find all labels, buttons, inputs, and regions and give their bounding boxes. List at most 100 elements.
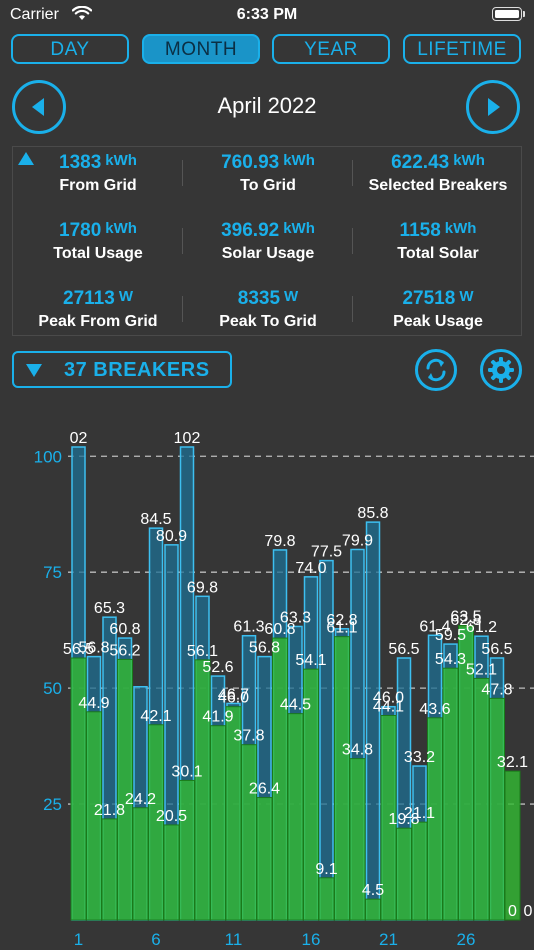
data-label-blue: 65.3 (94, 600, 125, 617)
data-label-blue: 77.5 (311, 544, 342, 561)
data-label-blue: 52.6 (202, 659, 233, 676)
status-bar: Carrier 6:33 PM (0, 0, 534, 30)
stat-label: Selected Breakers (368, 177, 508, 194)
tab-lifetime[interactable]: LIFETIME (403, 34, 521, 64)
data-label-green: 44.5 (280, 697, 311, 714)
stat-value: 27518 (402, 288, 456, 309)
x-tick-label: 26 (457, 930, 476, 949)
data-label-green: 60.8 (264, 621, 295, 638)
stat-unit: W (118, 288, 133, 305)
y-tick-label: 25 (43, 795, 62, 814)
data-label-green: 20.5 (156, 808, 187, 825)
stat-value: 8335 (237, 288, 281, 309)
bar-green (473, 677, 490, 921)
divider (352, 296, 353, 322)
data-label-green: 44.9 (78, 695, 109, 712)
bar-green (241, 744, 257, 921)
bar-green (489, 697, 505, 921)
swap-button[interactable] (415, 349, 457, 391)
divider (182, 296, 183, 322)
data-label-green: 21.8 (94, 802, 125, 819)
data-label-green: 54.1 (295, 652, 326, 669)
x-tick-label: 11 (225, 930, 243, 949)
x-tick-label: 1 (74, 930, 83, 949)
stat-value: 396.92 (221, 220, 280, 241)
stat-from-grid: 1383 kWh From Grid (13, 152, 183, 195)
data-label-green: 47.8 (481, 681, 512, 698)
stat-value: 622.43 (391, 152, 450, 173)
carrier-label: Carrier (10, 6, 59, 23)
tab-month[interactable]: MONTH (142, 34, 260, 64)
stat-unit: kWh (444, 220, 477, 237)
bar-green (303, 668, 319, 921)
data-label-green: 9.1 (315, 861, 337, 878)
data-label-green: 41.9 (202, 709, 233, 726)
data-label-blue: 02 (70, 430, 88, 447)
data-label-blue: 59.5 (435, 627, 466, 644)
data-label-blue: 62.8 (450, 612, 481, 629)
bar-blue (365, 521, 381, 921)
x-tick-label: 21 (379, 930, 398, 949)
data-label-green: 42.1 (140, 708, 171, 725)
stat-total-solar: 1158 kWh Total Solar (353, 220, 523, 263)
bar-green (86, 711, 102, 921)
stat-unit: W (284, 288, 299, 305)
stat-total-usage: 1780 kWh Total Usage (13, 220, 183, 263)
stat-selected-breakers: 622.43 kWh Selected Breakers (353, 152, 523, 195)
data-label-blue: 60.8 (109, 621, 140, 638)
bar-green (163, 824, 180, 921)
data-label-blue: 79.8 (264, 533, 295, 550)
bar-green (349, 758, 366, 921)
data-label-green: 19.8 (388, 811, 419, 828)
data-label-green: 56.5 (63, 641, 94, 658)
gear-icon (488, 357, 514, 383)
data-label-blue: 61.3 (233, 619, 264, 636)
settings-button[interactable] (480, 349, 522, 391)
bar-green (380, 714, 397, 921)
breakers-label: 37 BREAKERS (64, 359, 210, 381)
clock: 6:33 PM (236, 6, 298, 23)
data-label-blue: 56.8 (78, 640, 109, 657)
data-label-blue: 79.9 (342, 532, 373, 549)
stats-panel: 1383 kWh From Grid 760.93 kWh To Grid 622.… (12, 146, 522, 336)
bar-green (148, 724, 164, 921)
data-label-green: 21.1 (404, 805, 435, 822)
data-label-blue: 84.5 (140, 511, 171, 528)
stat-value: 1383 (59, 152, 102, 173)
bar-green (210, 725, 226, 921)
tab-year[interactable]: YEAR (272, 34, 390, 64)
stat-to-grid: 760.93 kWh To Grid (183, 152, 353, 195)
tab-day[interactable]: DAY (11, 34, 129, 64)
stat-value: 1158 (399, 220, 441, 241)
next-month-button[interactable] (466, 80, 520, 134)
data-label-blue: 0 (508, 903, 517, 920)
data-label-blue: 46.0 (373, 690, 404, 707)
x-tick-label: 16 (302, 930, 321, 949)
data-label-blue: 102 (174, 430, 201, 447)
bar-green (272, 637, 288, 921)
bar-green (396, 827, 412, 921)
data-label-blue: 33.2 (404, 749, 435, 766)
stat-label: From Grid (59, 177, 137, 194)
collapse-stats-icon[interactable] (18, 152, 34, 165)
wifi-icon (71, 5, 93, 26)
previous-month-button[interactable] (12, 80, 66, 134)
data-label-green: 63.5 (450, 609, 481, 626)
data-label-blue: 61.2 (466, 619, 497, 636)
stat-value: 1780 (59, 220, 102, 241)
y-tick-label: 75 (43, 563, 62, 582)
stat-unit: kWh (105, 220, 137, 237)
stat-unit: W (459, 288, 474, 305)
stat-unit: kWh (283, 152, 315, 169)
divider (182, 160, 183, 186)
bar-green (504, 770, 521, 921)
data-label-blue: 80.9 (156, 528, 187, 545)
data-label-green: 32.1 (497, 754, 528, 771)
breakers-dropdown[interactable]: 37 BREAKERS (12, 351, 232, 388)
y-tick-label: 50 (43, 679, 62, 698)
data-label-blue: 69.8 (187, 579, 218, 596)
data-label-blue: 61.4 (419, 618, 450, 635)
arrow-right-icon (488, 98, 500, 116)
bar-green (411, 821, 428, 921)
data-label-blue: 63.3 (280, 609, 311, 626)
